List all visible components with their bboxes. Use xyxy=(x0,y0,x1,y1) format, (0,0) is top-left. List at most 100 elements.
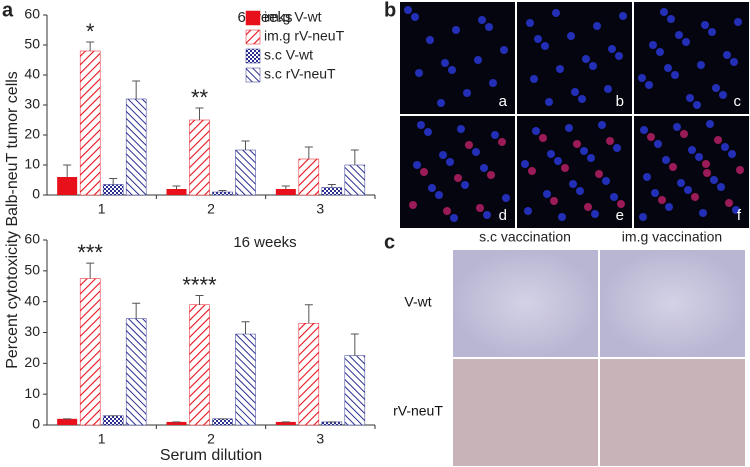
error-bar xyxy=(304,146,313,159)
cell xyxy=(708,28,716,36)
chart-title: 16 weeks xyxy=(233,234,296,251)
cell xyxy=(526,19,534,27)
bar xyxy=(212,418,233,426)
cell xyxy=(695,153,703,161)
cell xyxy=(411,13,419,21)
error-bar xyxy=(241,321,250,335)
cell xyxy=(702,160,710,168)
image-label: e xyxy=(616,207,624,224)
cell xyxy=(426,36,434,44)
image-label: b xyxy=(616,93,624,110)
cell xyxy=(665,203,673,211)
micrograph xyxy=(400,2,515,114)
cell xyxy=(613,144,621,152)
cell xyxy=(417,121,425,129)
cell xyxy=(573,140,581,148)
cell xyxy=(500,46,508,54)
cell xyxy=(576,187,584,195)
micrograph xyxy=(600,359,745,466)
bar xyxy=(298,323,320,426)
cell xyxy=(684,186,692,194)
cell xyxy=(424,128,432,136)
legend-label: s.c rV-neuT xyxy=(264,66,336,82)
bar xyxy=(235,149,256,196)
cell xyxy=(530,75,538,83)
cell xyxy=(595,170,603,178)
cell xyxy=(580,147,588,155)
cell xyxy=(643,173,651,181)
y-tick-label: 0 xyxy=(32,186,40,202)
bar xyxy=(344,164,366,196)
cell xyxy=(647,133,655,141)
cell xyxy=(584,203,592,211)
cell xyxy=(489,79,497,87)
bar xyxy=(166,189,187,195)
error-bar xyxy=(350,333,359,356)
cell xyxy=(534,35,542,43)
y-tick-label: 50 xyxy=(24,36,40,52)
bar xyxy=(275,421,296,425)
cell xyxy=(608,45,616,53)
error-bar xyxy=(132,80,141,99)
cell xyxy=(728,150,736,158)
cell xyxy=(675,31,683,39)
cell xyxy=(669,163,677,171)
cell xyxy=(721,143,729,151)
error-bar xyxy=(132,302,141,319)
cell xyxy=(725,199,733,207)
cell xyxy=(465,141,473,149)
image-label: a xyxy=(499,93,508,110)
micrograph xyxy=(600,250,745,357)
y-tick-label: 40 xyxy=(24,66,40,82)
annotation: ** xyxy=(191,85,209,110)
error-bar xyxy=(195,295,204,305)
cell xyxy=(524,207,532,215)
cell xyxy=(619,12,627,20)
cell xyxy=(478,16,486,24)
cell xyxy=(732,206,740,214)
cell xyxy=(443,207,451,215)
cell xyxy=(415,69,423,77)
y-tick-label: 30 xyxy=(24,323,40,339)
cell xyxy=(719,91,727,99)
cell xyxy=(476,204,484,212)
cell xyxy=(660,8,668,16)
cell xyxy=(550,197,558,205)
bar xyxy=(79,278,101,426)
cell xyxy=(413,161,421,169)
bar xyxy=(102,184,124,196)
cell xyxy=(454,174,462,182)
cell xyxy=(480,164,488,172)
panel-label: a xyxy=(2,0,14,21)
cell xyxy=(664,64,672,72)
bar xyxy=(57,177,78,195)
cell xyxy=(472,148,480,156)
cell xyxy=(474,56,482,64)
cell xyxy=(556,65,564,73)
cell xyxy=(428,184,436,192)
y-tick-label: 50 xyxy=(24,262,40,278)
image-label: d xyxy=(499,207,507,224)
cell xyxy=(645,81,653,89)
y-tick-label: 30 xyxy=(24,96,40,112)
legend-swatch xyxy=(245,48,261,64)
cell xyxy=(554,157,562,165)
cell xyxy=(541,42,549,50)
error-bar xyxy=(86,262,95,279)
cell xyxy=(673,123,681,131)
cell xyxy=(651,189,659,197)
cell xyxy=(578,95,586,103)
cell xyxy=(437,99,445,107)
cell xyxy=(598,121,606,129)
cell xyxy=(582,55,590,63)
cell xyxy=(680,130,688,138)
cell xyxy=(686,94,694,102)
bar xyxy=(275,189,296,195)
cell xyxy=(736,166,744,174)
cell xyxy=(703,169,711,177)
cell xyxy=(446,158,454,166)
cell xyxy=(450,214,458,222)
error-bar xyxy=(109,178,118,185)
cell xyxy=(656,48,664,56)
error-bar xyxy=(172,185,181,189)
